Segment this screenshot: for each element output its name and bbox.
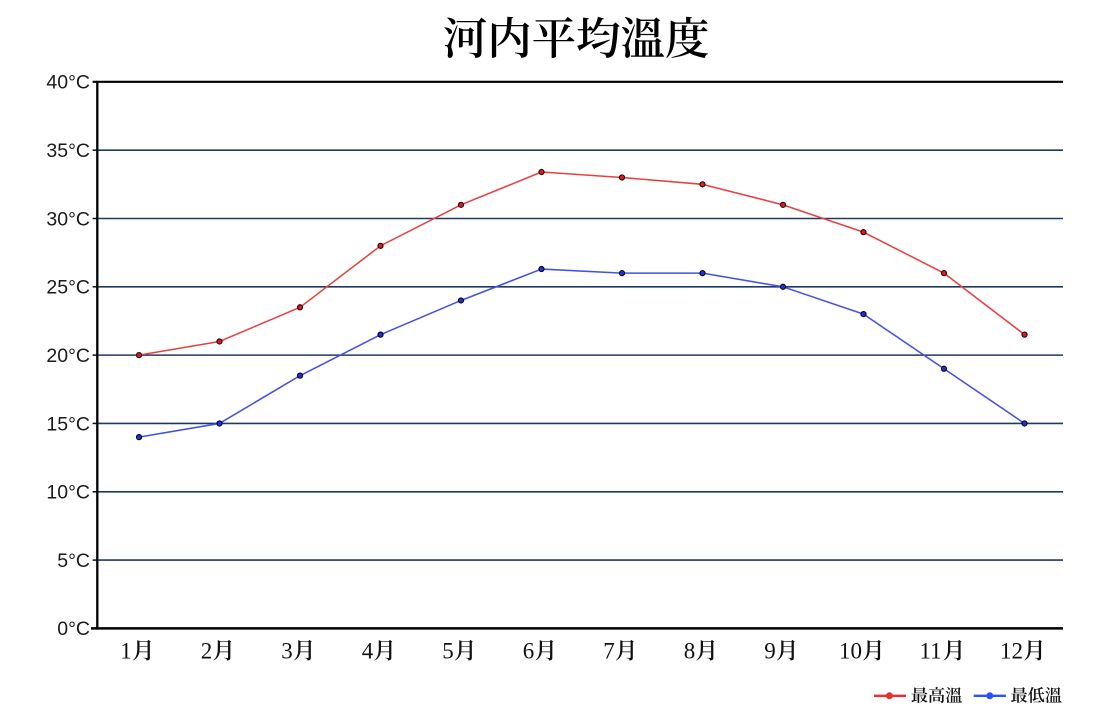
svg-text:12: 12 <box>1000 639 1023 664</box>
svg-text:7: 7 <box>603 639 615 664</box>
svg-text:25°C: 25°C <box>46 277 90 299</box>
svg-text:5°C: 5°C <box>57 550 90 572</box>
svg-text:15°C: 15°C <box>46 413 90 435</box>
svg-text:2: 2 <box>201 639 213 664</box>
svg-text:8: 8 <box>684 639 696 664</box>
svg-text:4: 4 <box>362 639 374 664</box>
svg-text:10°C: 10°C <box>46 482 90 504</box>
svg-text:20°C: 20°C <box>46 345 90 367</box>
svg-text:0°C: 0°C <box>57 618 90 640</box>
svg-text:35°C: 35°C <box>46 140 90 162</box>
svg-text:9: 9 <box>764 639 776 664</box>
svg-text:30°C: 30°C <box>46 208 90 230</box>
svg-text:40°C: 40°C <box>46 72 90 94</box>
svg-text:1: 1 <box>120 639 132 664</box>
svg-text:6: 6 <box>523 639 535 664</box>
svg-text:5: 5 <box>442 639 454 664</box>
svg-text:10: 10 <box>839 639 862 664</box>
svg-text:11: 11 <box>920 639 942 664</box>
svg-text:3: 3 <box>281 639 293 664</box>
